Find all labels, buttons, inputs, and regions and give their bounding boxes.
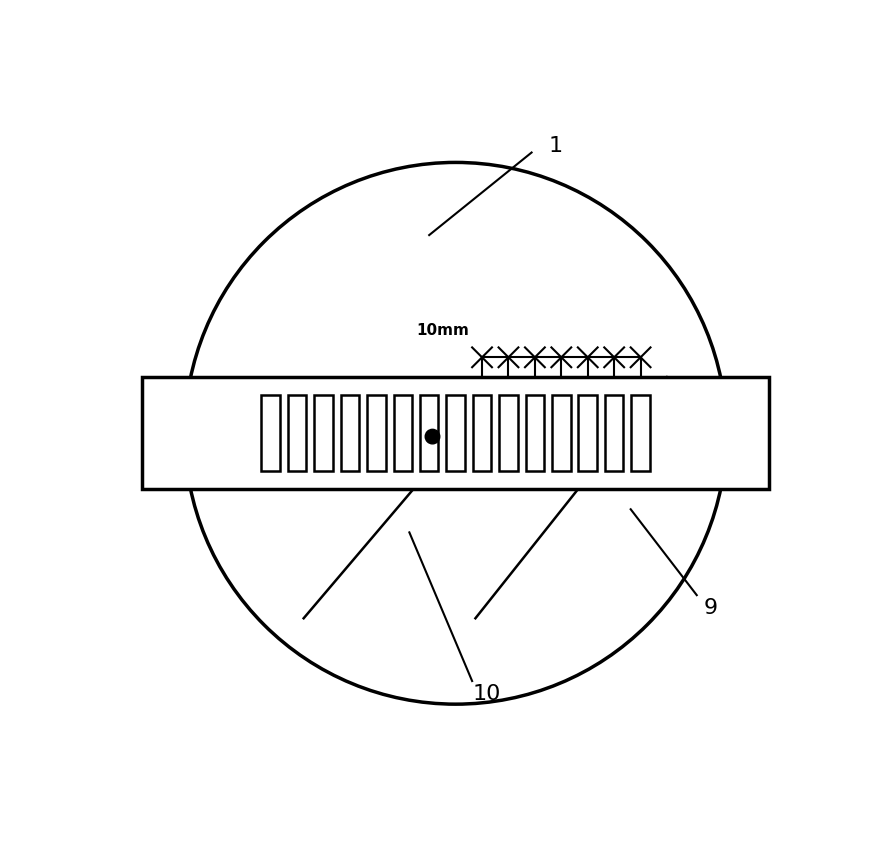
Bar (314, 396, 332, 471)
Text: 10: 10 (472, 684, 501, 704)
Bar (473, 396, 492, 471)
Bar (261, 396, 280, 471)
Bar (142, 378, 769, 489)
Bar (552, 396, 571, 471)
Bar (631, 396, 650, 471)
Bar (579, 396, 597, 471)
Text: 9: 9 (703, 598, 717, 619)
Bar (446, 396, 465, 471)
Bar (340, 396, 359, 471)
Bar (394, 396, 412, 471)
Text: 1: 1 (549, 136, 562, 156)
Bar (525, 396, 544, 471)
Bar (605, 396, 623, 471)
Bar (288, 396, 307, 471)
Bar (420, 396, 438, 471)
Circle shape (425, 429, 440, 444)
Text: 10mm: 10mm (416, 323, 469, 338)
Bar (367, 396, 386, 471)
Bar (500, 396, 517, 471)
